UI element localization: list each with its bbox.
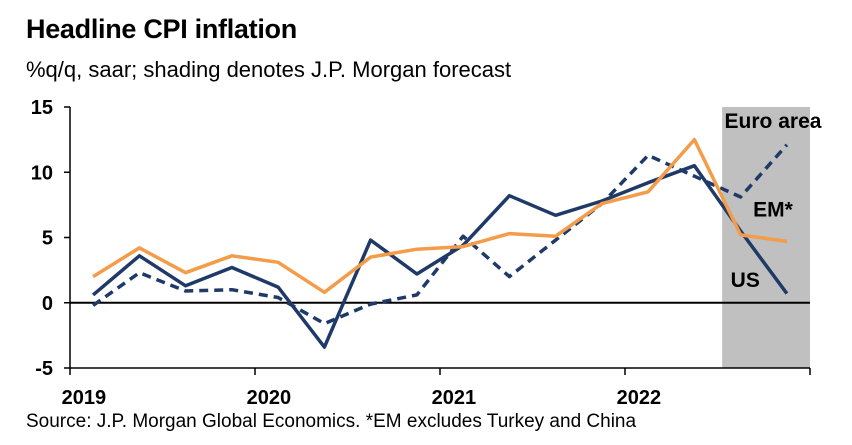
y-tick-label: 5 bbox=[42, 228, 53, 250]
x-tick-label: 2019 bbox=[62, 387, 107, 409]
series-line-us bbox=[91, 163, 789, 349]
series-line-em bbox=[92, 137, 788, 295]
y-tick-label: 15 bbox=[31, 97, 53, 119]
y-tick-label: 0 bbox=[42, 293, 53, 315]
y-tick-label: -5 bbox=[35, 358, 53, 380]
series-label-euro-area: Euro area bbox=[725, 110, 822, 133]
y-tick-label: 10 bbox=[31, 162, 53, 184]
series-label-us: US bbox=[731, 269, 760, 292]
chart-subtitle: %q/q, saar; shading denotes J.P. Morgan … bbox=[26, 57, 512, 82]
source-note: Source: J.P. Morgan Global Economics. *E… bbox=[26, 411, 637, 432]
x-tick-label: 2022 bbox=[617, 387, 662, 409]
chart-title: Headline CPI inflation bbox=[26, 14, 297, 44]
x-tick-label: 2020 bbox=[247, 387, 292, 409]
x-tick-label: 2021 bbox=[432, 387, 477, 409]
series-label-em: EM* bbox=[753, 199, 794, 222]
